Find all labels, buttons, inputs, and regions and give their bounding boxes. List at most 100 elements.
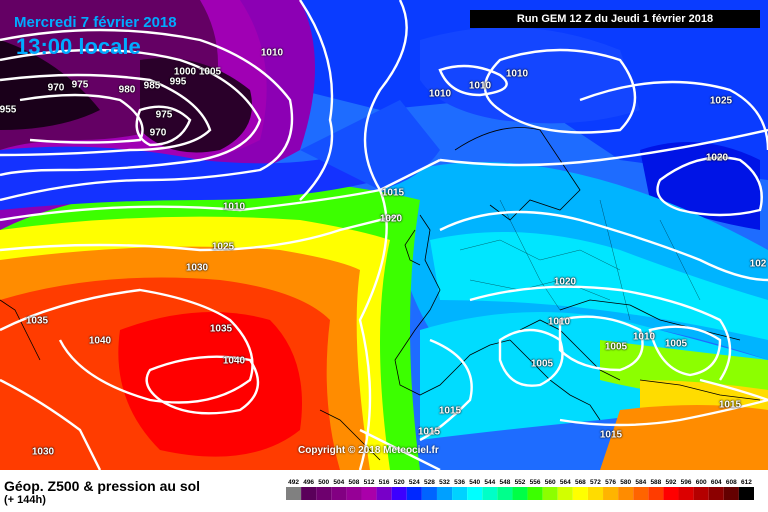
- scale-swatch: [708, 487, 724, 500]
- isobar-label: 1010: [428, 88, 452, 100]
- scale-swatch: [618, 487, 634, 500]
- map-title: Géop. Z500 & pression au sol: [4, 478, 201, 494]
- isobar-label: 1020: [705, 152, 729, 164]
- scale-swatch: [512, 487, 528, 500]
- scale-tick-label: 492: [288, 479, 299, 486]
- forecast-lead: (+ 144h): [4, 494, 46, 506]
- isobar-label: 1010: [547, 316, 571, 328]
- isobar-label: 1025: [709, 95, 733, 107]
- scale-swatch: [572, 487, 588, 500]
- scale-swatch: [452, 487, 468, 500]
- scale-tick-label: 544: [484, 479, 495, 486]
- isobar-label: 1010: [505, 68, 529, 80]
- isobar-label: 970: [47, 82, 65, 94]
- scale-swatch: [648, 487, 664, 500]
- isobar-label: 1005: [530, 358, 554, 370]
- scale-swatch: [497, 487, 513, 500]
- isobar-label: 985: [143, 80, 161, 92]
- scale-tick-label: 580: [620, 479, 631, 486]
- forecast-time: 13:00 locale: [16, 34, 141, 59]
- scale-tick-label: 560: [545, 479, 556, 486]
- scale-tick-label: 572: [590, 479, 601, 486]
- isobar-label: 1015: [438, 405, 462, 417]
- scale-tick-label: 584: [635, 479, 646, 486]
- scale-tick-label: 540: [469, 479, 480, 486]
- scale-tick-label: 532: [439, 479, 450, 486]
- scale-swatch: [331, 487, 347, 500]
- isobar-label: 1015: [599, 429, 623, 441]
- isobar-label: 1015: [417, 426, 441, 438]
- scale-tick-label: 604: [711, 479, 722, 486]
- isobar-label: 1015: [381, 187, 405, 199]
- isobar-label: 1020: [553, 276, 577, 288]
- isobar-label: 1035: [25, 315, 49, 327]
- scale-tick-label: 564: [560, 479, 571, 486]
- scale-tick-label: 520: [394, 479, 405, 486]
- scale-swatch: [693, 487, 709, 500]
- scale-tick-label: 528: [424, 479, 435, 486]
- scale-swatch: [678, 487, 694, 500]
- scale-tick-label: 588: [650, 479, 661, 486]
- scale-swatch: [316, 487, 332, 500]
- scale-swatch: [542, 487, 558, 500]
- color-scale: 492 496 500 504 508 512 516 520 524 528 532 536 540 5…: [286, 479, 754, 500]
- isobar-label: 1005: [198, 66, 222, 78]
- scale-tick-label: 556: [530, 479, 541, 486]
- isobar-label: 980: [118, 84, 136, 96]
- scale-tick-label: 500: [318, 479, 329, 486]
- scale-swatch: [436, 487, 453, 500]
- isobar-label: 1010: [260, 47, 284, 59]
- isobar-label: 1000: [173, 66, 197, 78]
- scale-swatch: [723, 487, 739, 500]
- scale-swatch: [346, 487, 362, 500]
- scale-tick-label: 516: [379, 479, 390, 486]
- scale-tick-label: 552: [515, 479, 526, 486]
- isobar-label: 102: [749, 258, 767, 270]
- isobar-label: 1040: [88, 335, 112, 347]
- scale-tick-label: 592: [666, 479, 677, 486]
- scale-swatch: [527, 487, 543, 500]
- scale-tick-label: 508: [349, 479, 360, 486]
- isobar-label: 1005: [604, 341, 628, 353]
- scale-swatch: [421, 487, 437, 500]
- isobar-label: 955: [0, 104, 17, 116]
- scale-tick-label: 612: [741, 479, 752, 486]
- scale-tick-label: 524: [409, 479, 420, 486]
- scale-swatch: [301, 487, 317, 500]
- isobar-label: 1010: [632, 331, 656, 343]
- forecast-date: Mercredi 7 février 2018: [14, 14, 177, 31]
- scale-tick-label: 596: [681, 479, 692, 486]
- scale-swatch: [663, 487, 679, 500]
- scale-swatch: [286, 487, 302, 500]
- isobar-label: 975: [155, 109, 173, 121]
- scale-tick-label: 608: [726, 479, 737, 486]
- isobar-label: 995: [169, 76, 187, 88]
- scale-swatch: [391, 487, 407, 500]
- scale-swatch: [467, 487, 483, 500]
- isobar-label: 1025: [211, 241, 235, 253]
- isobar-label: 975: [71, 79, 89, 91]
- scale-tick-label: 496: [303, 479, 314, 486]
- scale-tick-label: 548: [499, 479, 510, 486]
- scale-swatch: [406, 487, 422, 500]
- scale-tick-label: 600: [696, 479, 707, 486]
- scale-tick-label: 504: [333, 479, 344, 486]
- isobar-label: 1030: [31, 446, 55, 458]
- isobar-label: 970: [149, 127, 167, 139]
- scale-tick-label: 576: [605, 479, 616, 486]
- scale-swatch: [376, 487, 392, 500]
- isobar-label: 1010: [222, 201, 246, 213]
- scale-swatch: [738, 487, 754, 500]
- scale-swatch: [633, 487, 649, 500]
- copyright-notice: Copyright © 2018 Meteociel.fr: [298, 445, 439, 456]
- scale-tick-label: 568: [575, 479, 586, 486]
- isobar-label: 1020: [379, 213, 403, 225]
- scale-swatch: [603, 487, 619, 500]
- scale-tick-label: 536: [454, 479, 465, 486]
- scale-swatch: [361, 487, 377, 500]
- scale-swatch: [587, 487, 604, 500]
- isobar-label: 1035: [209, 323, 233, 335]
- isobar-label: 1015: [718, 399, 742, 411]
- model-run-label: Run GEM 12 Z du Jeudi 1 février 2018: [470, 10, 760, 28]
